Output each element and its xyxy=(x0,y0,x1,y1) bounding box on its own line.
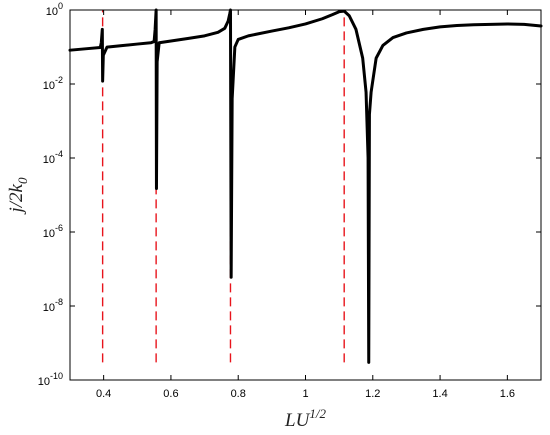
y-tick-label: 10-2 xyxy=(43,75,63,92)
y-tick-label: 10-10 xyxy=(38,371,63,388)
y-axis-ticks: 10-10 10-8 10-6 10-4 10-2 100 xyxy=(38,1,541,388)
x-tick-label: 0.4 xyxy=(96,388,111,400)
series-line xyxy=(68,8,543,364)
y-tick-label: 10-8 xyxy=(43,297,63,314)
y-tick-label: 10-4 xyxy=(43,149,63,166)
x-tick-label: 1.4 xyxy=(432,388,447,400)
data-series xyxy=(68,8,543,364)
x-tick-label: 1.6 xyxy=(500,388,515,400)
x-axis-ticks: 0.4 0.6 0.8 1 1.2 1.4 1.6 xyxy=(96,10,515,400)
y-tick-label: 10-6 xyxy=(43,223,63,240)
x-tick-label: 0.6 xyxy=(163,388,178,400)
y-axis-label: j/2k0 xyxy=(6,177,30,216)
x-tick-label: 1.2 xyxy=(365,388,380,400)
y-tick-label: 100 xyxy=(46,1,63,18)
x-tick-label: 1 xyxy=(302,388,308,400)
x-axis-label: LU1/2 xyxy=(284,406,326,431)
x-tick-label: 0.8 xyxy=(231,388,246,400)
